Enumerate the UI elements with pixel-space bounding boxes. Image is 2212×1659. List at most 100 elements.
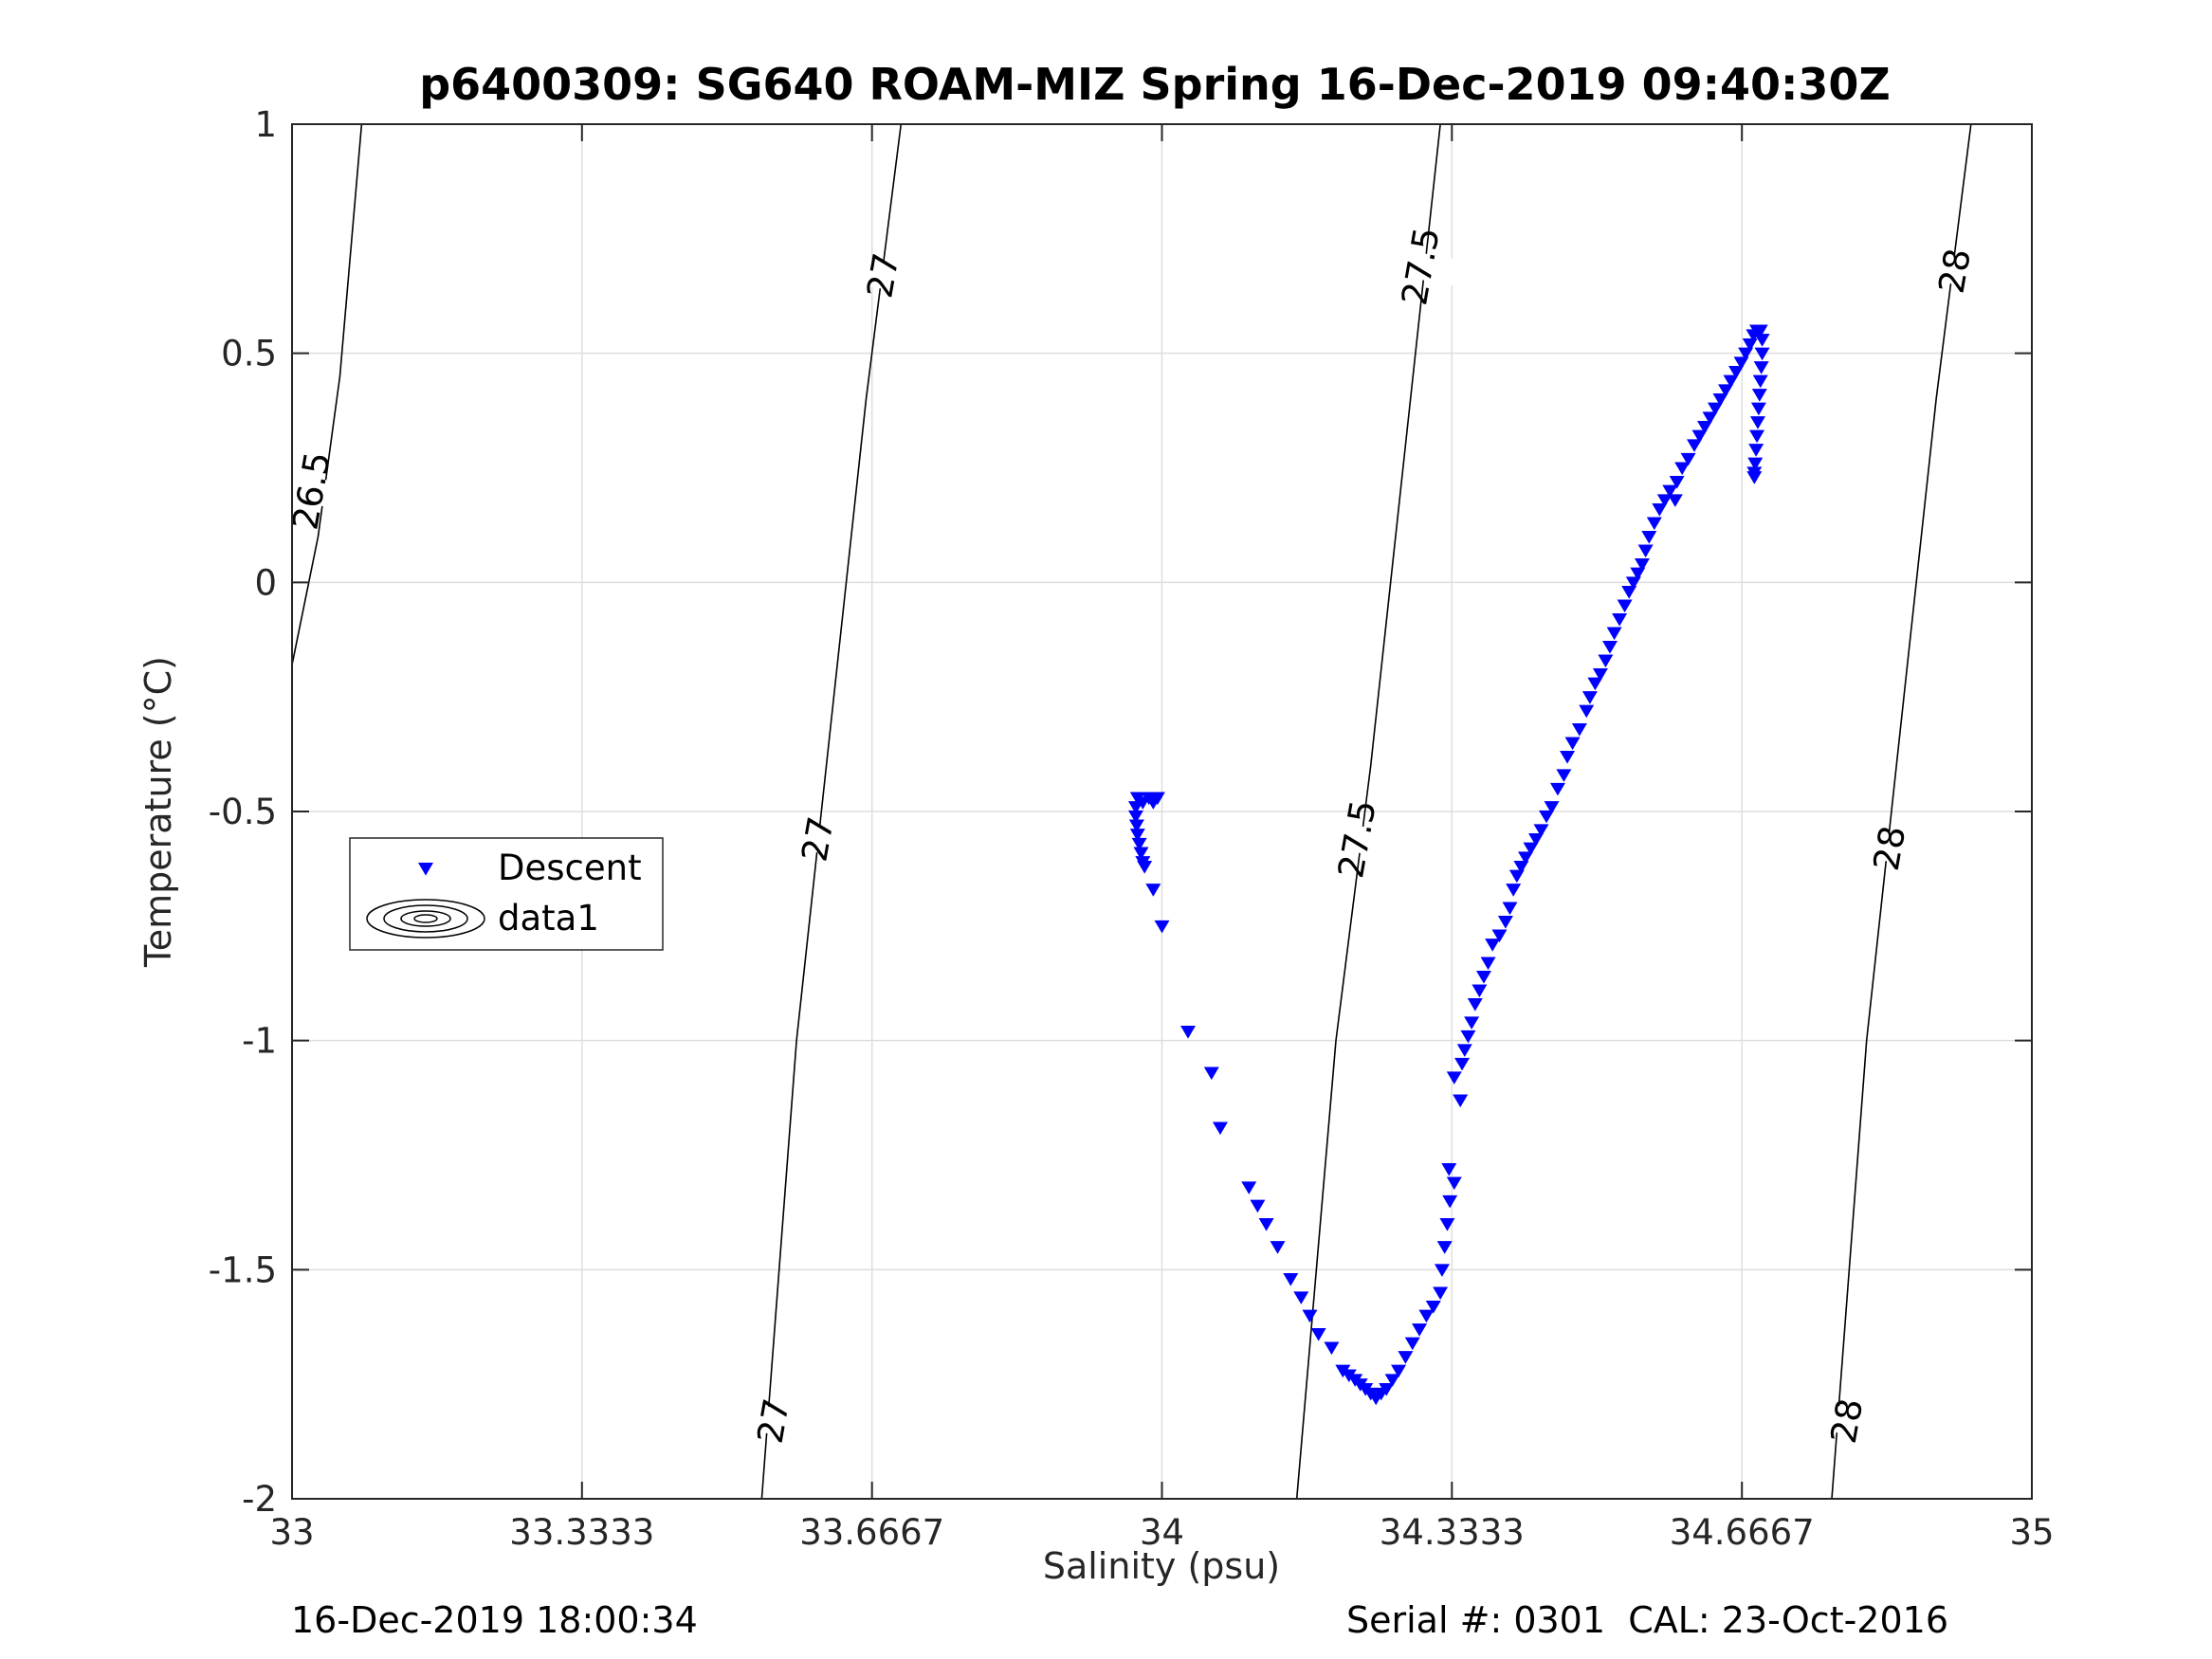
descent-point-125: [1747, 457, 1764, 471]
descent-point-38: [1398, 1351, 1414, 1364]
legend-contour-ring-1: [383, 904, 468, 933]
y-tick-label-1: -1.5: [209, 1249, 277, 1290]
descent-point-44: [1434, 1264, 1450, 1277]
axis-ticks: 33 33.3333 33.6667 34 34.3333 34.6667 35 -2 -1.5…: [209, 104, 2055, 1553]
descent-point-107: [1718, 384, 1734, 397]
legend-contour-ring-0: [366, 899, 485, 939]
descent-point-90: [1634, 558, 1650, 572]
descent-point-117: [1754, 347, 1770, 361]
descent-point-120: [1751, 389, 1767, 402]
descent-point-116: [1754, 334, 1770, 347]
descent-point-110: [1733, 356, 1749, 370]
x-tick-label-5: 34.6667: [1670, 1512, 1815, 1553]
descent-point-100: [1680, 452, 1696, 466]
descent-point-92: [1641, 531, 1657, 544]
descent-point-39: [1404, 1337, 1420, 1351]
descent-point-22: [1283, 1273, 1299, 1286]
descent-point-98: [1669, 476, 1685, 489]
descent-point-76: [1564, 737, 1581, 751]
descent-point-109: [1728, 366, 1745, 379]
descent-point-121: [1750, 402, 1766, 416]
contour-label-bg-2-1: [1373, 245, 1468, 287]
x-tick-label-4: 34.3333: [1380, 1512, 1525, 1553]
descent-point-65: [1508, 869, 1525, 884]
y-axis-label: Temperature (°C): [137, 656, 179, 968]
legend-contour-icon: [366, 899, 485, 939]
descent-point-25: [1310, 1328, 1326, 1341]
descent-point-103: [1697, 421, 1713, 434]
contour-label-1-0: 27: [750, 1395, 798, 1447]
x-tick-label-2: 33.6667: [799, 1512, 944, 1553]
descent-point-108: [1723, 374, 1739, 389]
descent-point-84: [1606, 627, 1622, 641]
y-tick-label-3: -0.5: [209, 792, 277, 832]
descent-point-49: [1441, 1163, 1457, 1176]
contour-label-bg-1-1: [770, 817, 865, 861]
x-axis-label: Salinity (psu): [1043, 1545, 1280, 1587]
descent-point-10: [1133, 847, 1149, 861]
contour-line-27: [760, 123, 903, 1500]
descent-point-89: [1630, 567, 1646, 581]
descent-point-8: [1129, 829, 1145, 842]
descent-point-69: [1528, 833, 1545, 847]
descent-point-115: [1752, 324, 1768, 338]
contour-label-bg-1-2: [835, 254, 930, 297]
descent-point-5: [1127, 801, 1143, 814]
descent-point-78: [1579, 704, 1595, 719]
descent-point-96: [1662, 484, 1678, 499]
descent-point-47: [1442, 1194, 1458, 1209]
descent-point-6: [1127, 810, 1143, 824]
descent-point-106: [1712, 393, 1728, 407]
descent-point-119: [1752, 374, 1768, 389]
y-tick-label-5: 0.5: [221, 334, 277, 374]
descent-point-35: [1379, 1383, 1395, 1396]
descent-point-81: [1592, 668, 1608, 682]
descent-point-80: [1587, 677, 1603, 691]
descent-point-85: [1612, 613, 1628, 627]
descent-point-9: [1131, 837, 1147, 851]
descent-point-20: [1258, 1218, 1274, 1231]
descent-point-87: [1621, 586, 1637, 599]
descent-point-41: [1418, 1309, 1435, 1323]
descent-point-21: [1270, 1241, 1286, 1254]
descent-point-112: [1742, 338, 1758, 352]
descent-point-64: [1506, 884, 1522, 897]
descent-point-37: [1391, 1364, 1407, 1378]
contour-label-3-2: 28: [1931, 246, 1980, 297]
contour-label-bg-2-0: [1309, 817, 1404, 861]
descent-point-17: [1212, 1121, 1228, 1136]
contour-label-1-1: 27: [794, 813, 842, 865]
descent-point-13: [1145, 884, 1161, 897]
descent-point-71: [1539, 810, 1555, 824]
descent-point-57: [1472, 984, 1488, 998]
descent-point-97: [1667, 494, 1683, 507]
x-tick-label-1: 33.3333: [509, 1512, 654, 1553]
y-tick-label-0: -2: [242, 1479, 277, 1520]
descent-point-15: [1180, 1026, 1197, 1039]
descent-point-99: [1674, 462, 1691, 476]
descent-point-91: [1637, 544, 1654, 558]
descent-point-67: [1518, 851, 1534, 865]
descent-point-73: [1549, 782, 1565, 796]
descent-point-36: [1384, 1374, 1400, 1387]
descent-point-42: [1425, 1301, 1441, 1314]
legend-descent-label: Descent: [498, 848, 642, 888]
legend-data1-label: data1: [498, 898, 599, 939]
descent-point-95: [1656, 494, 1673, 507]
x-tick-label-3: 34: [1140, 1512, 1184, 1553]
legend: Descent data1: [349, 837, 664, 951]
descent-point-52: [1454, 1057, 1471, 1071]
legend-contour-ring-3: [413, 914, 438, 923]
descent-point-77: [1571, 723, 1587, 737]
descent-point-68: [1523, 842, 1539, 856]
contour-label-2-1: 27.5: [1394, 225, 1448, 309]
descent-point-83: [1602, 641, 1618, 654]
descent-point-74: [1556, 769, 1572, 782]
descent-point-26: [1324, 1341, 1340, 1356]
descent-point-75: [1560, 751, 1576, 764]
descent-point-124: [1748, 444, 1764, 457]
descent-point-122: [1749, 416, 1765, 429]
descent-point-59: [1480, 957, 1496, 971]
descent-point-60: [1485, 939, 1501, 952]
